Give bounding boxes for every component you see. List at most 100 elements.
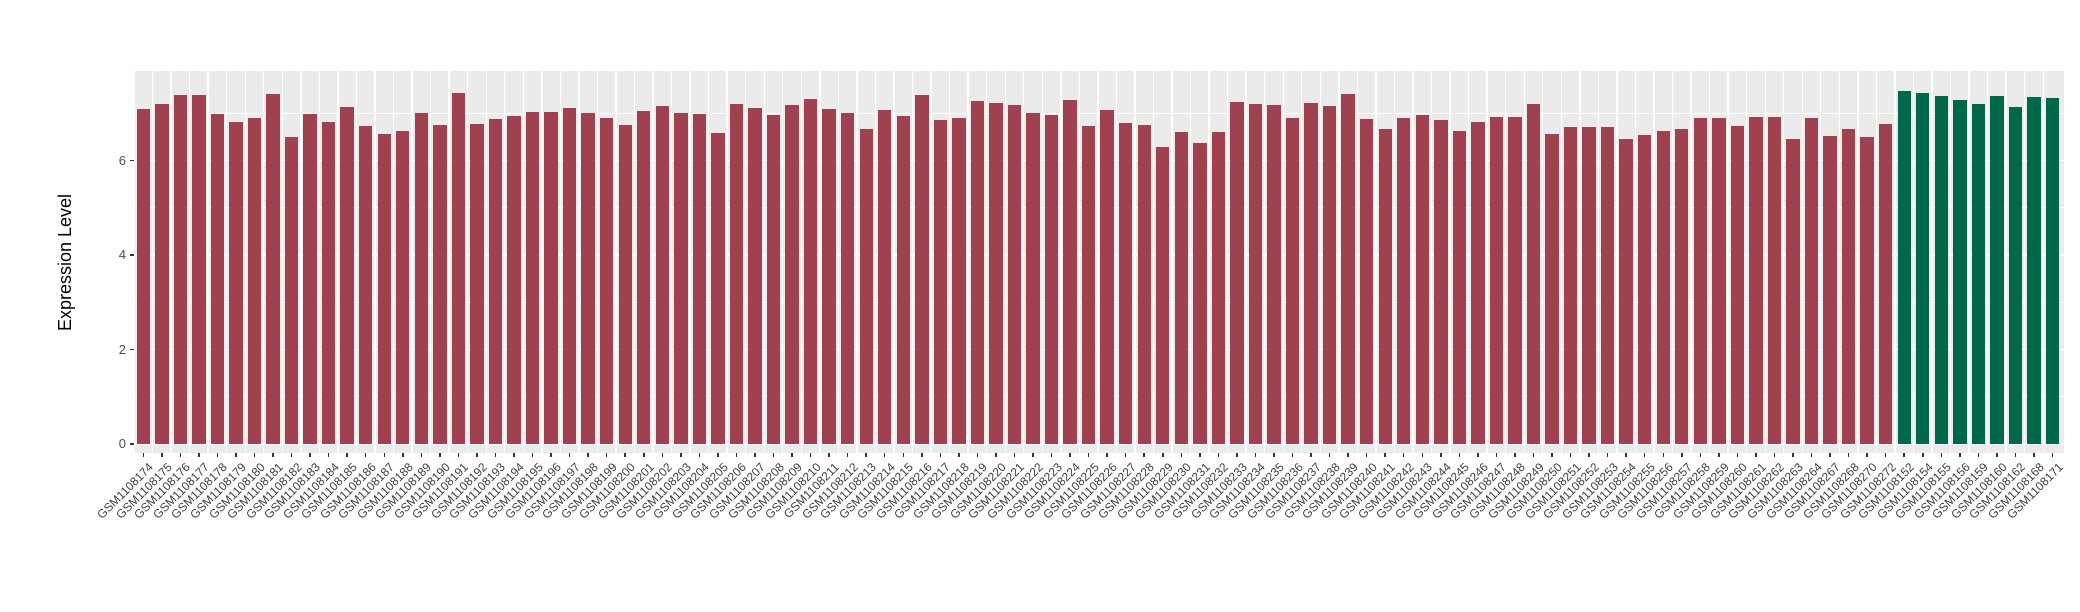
x-tick-mark: [550, 453, 552, 457]
v-gridline-minor: [1189, 71, 1192, 453]
x-tick-mark: [1495, 453, 1498, 457]
v-gridline-minor: [541, 71, 543, 453]
x-tick-mark: [568, 453, 571, 457]
x-tick-mark: [1643, 453, 1646, 457]
y-tick-mark: [130, 159, 134, 162]
bar: [1100, 110, 1114, 444]
x-tick-mark: [1959, 453, 1961, 457]
h-gridline-major: [135, 443, 2064, 445]
x-tick-mark: [1013, 453, 1016, 457]
v-gridline-minor: [170, 71, 172, 453]
bar: [1359, 118, 1374, 444]
v-gridline-minor: [615, 71, 617, 453]
bar: [1934, 96, 1948, 444]
x-tick-mark: [1718, 453, 1720, 457]
v-gridline-minor: [2005, 71, 2007, 453]
bar: [896, 116, 910, 444]
bar: [933, 120, 948, 444]
bar: [192, 94, 206, 444]
v-gridline-minor: [596, 71, 599, 453]
bar: [878, 110, 892, 444]
x-tick-mark: [735, 453, 738, 457]
x-tick-mark: [1625, 453, 1627, 457]
bar: [748, 107, 762, 444]
x-tick-mark: [1365, 453, 1368, 457]
bar: [1990, 96, 2004, 444]
v-gridline-minor: [856, 71, 858, 453]
x-tick-mark: [1291, 453, 1294, 457]
y-tick-label: 4: [118, 247, 126, 262]
bar: [1582, 127, 1596, 444]
v-gridline-minor: [318, 71, 321, 453]
x-tick-mark: [1217, 453, 1220, 457]
bar: [340, 106, 354, 444]
bar: [600, 117, 614, 444]
bar: [1193, 143, 1207, 444]
bar: [655, 106, 669, 444]
x-tick-mark: [902, 453, 905, 457]
v-gridline-minor: [485, 71, 487, 453]
bar: [1304, 103, 1318, 444]
x-tick-mark: [327, 453, 330, 457]
v-gridline-minor: [1727, 71, 1729, 453]
v-gridline-minor: [2042, 71, 2044, 453]
v-gridline-minor: [188, 71, 191, 453]
x-tick-mark: [1569, 453, 1572, 457]
v-gridline-minor: [559, 71, 562, 453]
x-tick-mark: [1847, 453, 1850, 457]
x-tick-mark: [1106, 453, 1108, 457]
bar: [1471, 121, 1485, 444]
x-tick-mark: [2051, 453, 2054, 457]
bar: [766, 115, 781, 444]
v-gridline-minor: [1504, 71, 1507, 453]
x-tick-mark: [717, 453, 719, 457]
bar: [1563, 126, 1578, 444]
v-gridline-minor: [263, 71, 265, 453]
bar: [1211, 132, 1226, 444]
bar: [507, 116, 521, 444]
bar: [729, 103, 744, 444]
x-tick-mark: [290, 453, 293, 457]
x-tick-mark: [1699, 453, 1702, 457]
x-tick-mark: [1273, 453, 1275, 457]
h-gridline-minor: [135, 301, 2064, 303]
v-gridline-minor: [782, 71, 784, 453]
bar: [284, 136, 299, 444]
v-gridline-minor: [1820, 71, 1822, 453]
bar: [1619, 139, 1633, 444]
bar: [1675, 128, 1689, 444]
v-gridline-minor: [1857, 71, 1859, 453]
v-gridline-minor: [1597, 71, 1600, 453]
v-gridline-minor: [1430, 71, 1433, 453]
v-gridline-minor: [1467, 71, 1470, 453]
y-tick-label: 6: [118, 152, 126, 168]
v-gridline-minor: [707, 71, 710, 453]
x-tick-mark: [1180, 453, 1183, 457]
bar: [1916, 92, 1930, 444]
v-gridline-minor: [2024, 71, 2026, 453]
v-gridline-minor: [911, 71, 914, 453]
x-tick-mark: [1347, 453, 1349, 457]
x-tick-mark: [1755, 453, 1757, 457]
v-gridline-minor: [1115, 71, 1118, 453]
v-gridline-minor: [355, 71, 358, 453]
bar: [970, 100, 985, 444]
v-gridline-minor: [1653, 71, 1655, 453]
x-tick-mark: [1606, 453, 1609, 457]
bar: [1971, 103, 1986, 444]
bar: [451, 92, 466, 444]
v-gridline-minor: [874, 71, 877, 453]
bar: [1823, 135, 1837, 444]
y-tick-label: 0: [118, 436, 126, 451]
v-gridline-minor: [689, 71, 691, 453]
x-tick-mark: [1940, 453, 1943, 457]
x-tick-mark: [1977, 453, 1980, 457]
v-gridline-minor: [429, 71, 432, 453]
v-gridline-minor: [1301, 71, 1303, 453]
v-gridline-minor: [1764, 71, 1766, 453]
v-gridline-minor: [1078, 71, 1081, 453]
bar: [692, 114, 707, 444]
v-gridline-minor: [1523, 71, 1525, 453]
bar: [2027, 96, 2041, 444]
